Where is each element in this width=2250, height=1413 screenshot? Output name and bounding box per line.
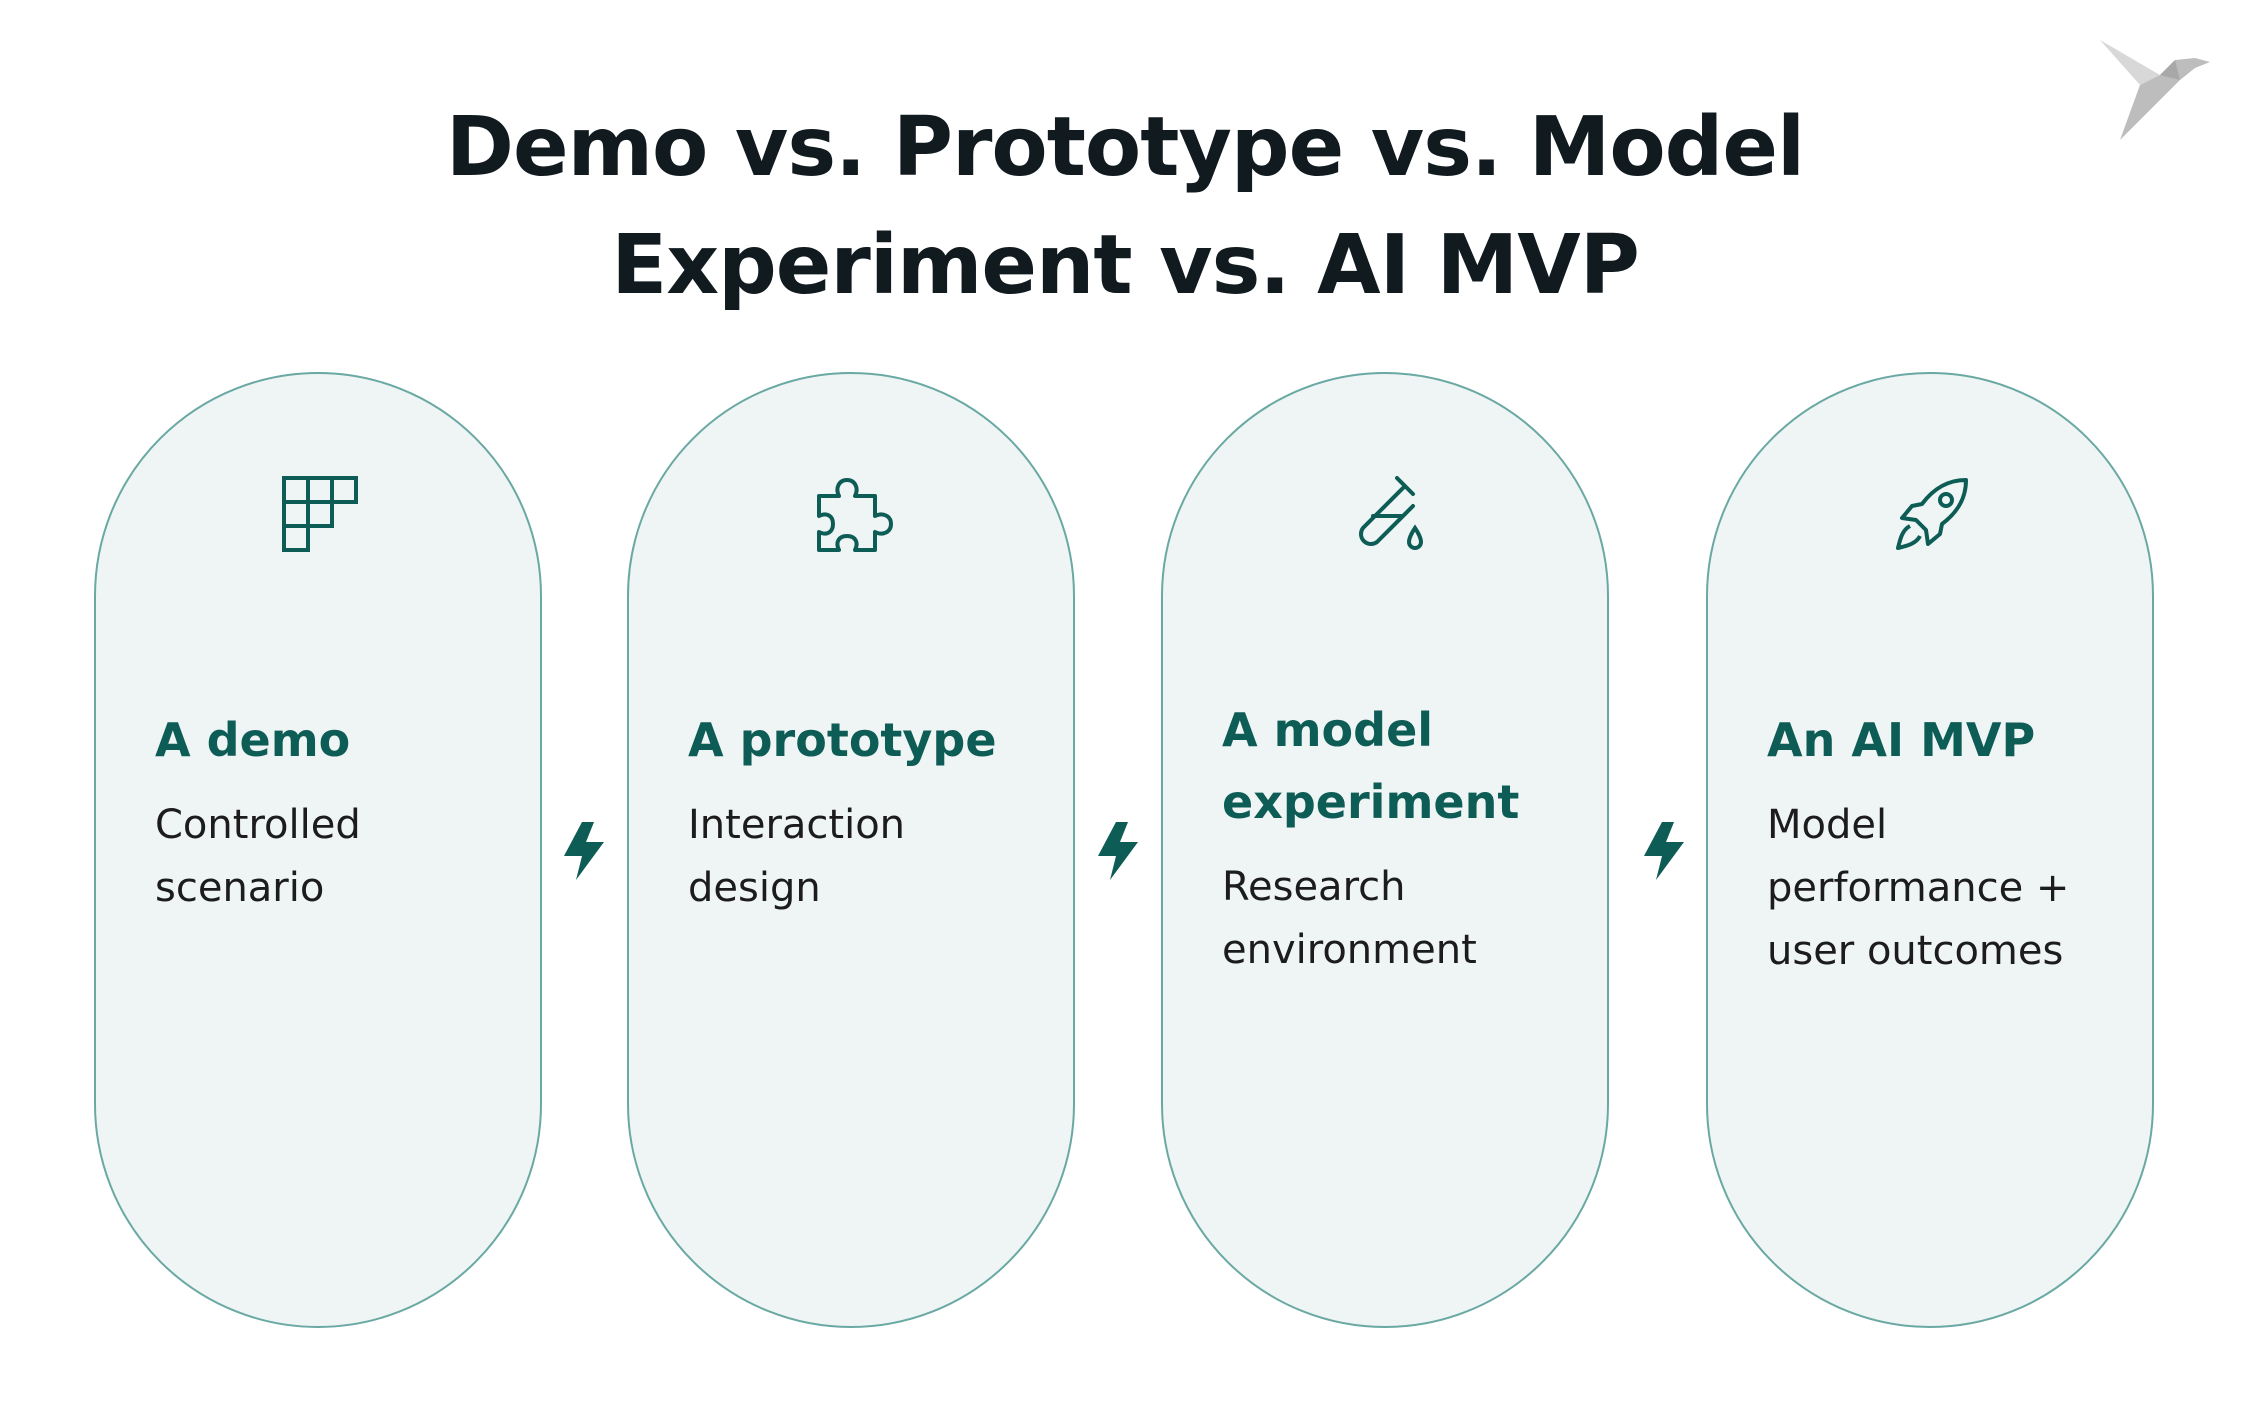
card-description: Model performance + user outcomes <box>1767 802 2070 974</box>
card-heading: An AI MVP <box>1767 713 2036 767</box>
logo <box>2100 40 2210 140</box>
card: A prototype Interaction design <box>627 372 1075 1328</box>
bolt-icon <box>1644 822 1684 880</box>
title-line: Experiment vs. AI MVP <box>611 218 1640 313</box>
card-description: Interaction design <box>688 802 906 911</box>
card: An AI MVP Model performance + user outco… <box>1706 372 2154 1328</box>
card: A demo Controlled scenario <box>94 372 542 1328</box>
icon <box>817 478 893 552</box>
card-description: Controlled scenario <box>155 802 361 911</box>
icon <box>282 476 358 552</box>
bolt-icon <box>1098 822 1138 880</box>
title-line: Demo vs. Prototype vs. Model <box>445 100 1805 195</box>
bolt-icon <box>564 822 604 880</box>
card-heading: A model experiment <box>1222 703 1520 829</box>
card-heading: A demo <box>155 713 351 767</box>
card: A model experiment Research environment <box>1161 372 1609 1328</box>
icon <box>1896 478 1968 550</box>
card-heading: A prototype <box>688 713 997 767</box>
card-description: Research environment <box>1222 864 1477 973</box>
icon <box>1359 476 1424 550</box>
